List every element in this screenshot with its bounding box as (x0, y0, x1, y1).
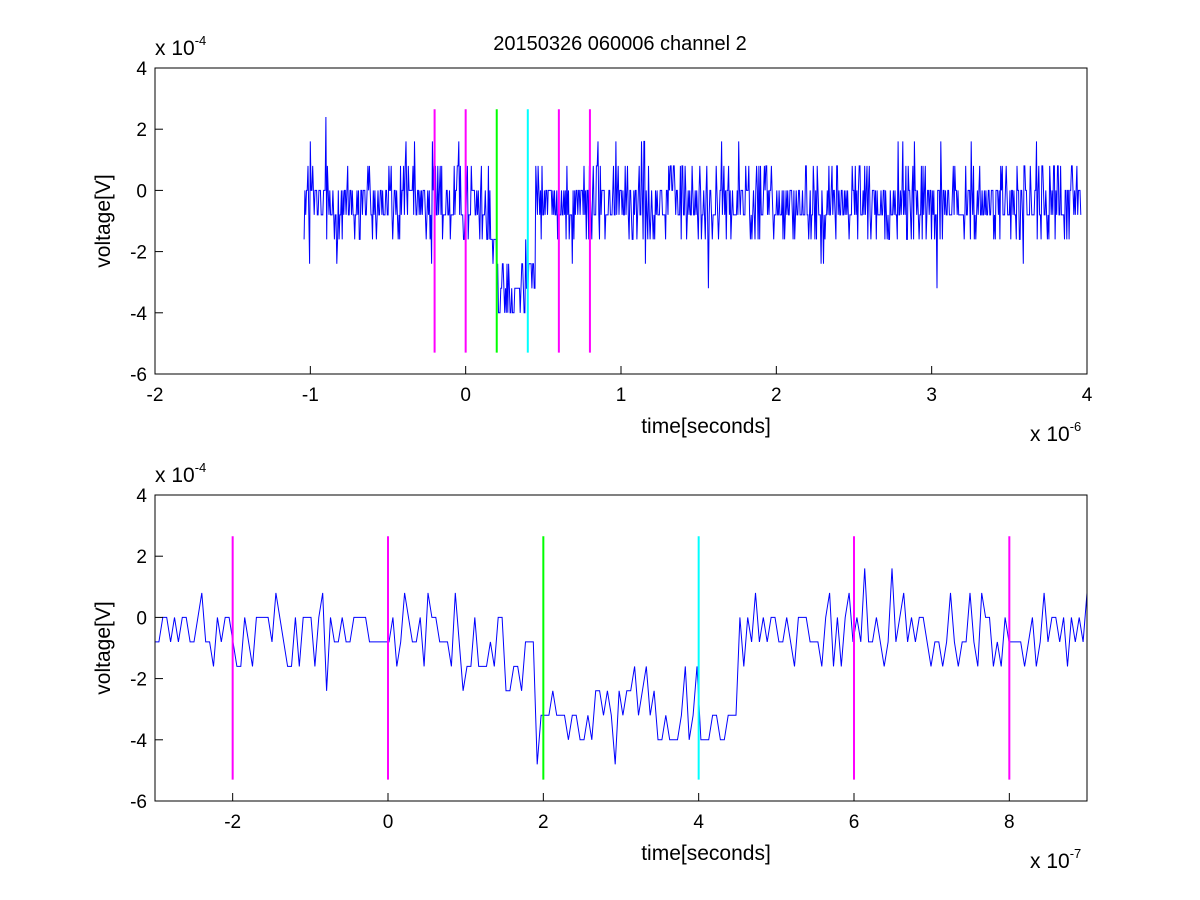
x-tick-label: -2 (224, 812, 241, 833)
y-tick-label: 4 (136, 59, 147, 80)
x-tick-label: -1 (302, 385, 319, 406)
x-multiplier-label: x 10-6 (1030, 419, 1081, 446)
x-tick-label: 2 (538, 812, 549, 833)
y-multiplier-label: x 10-4 (155, 33, 206, 60)
x-tick-label: 6 (849, 812, 860, 833)
y-tick-label: 0 (136, 181, 147, 202)
y-tick-label: -2 (130, 243, 147, 264)
y-tick-label: -6 (130, 365, 147, 386)
x-tick-label: 1 (616, 385, 627, 406)
y-tick-label: -6 (130, 792, 147, 813)
x-tick-label: 0 (383, 812, 394, 833)
y-axis-title: voltage[V] (92, 174, 115, 267)
bottom-plot: -2 0 2 4 6 8 -6 -4 -2 0 2 4 x 10-4 x 10-7 time[seconds… (92, 460, 1088, 873)
y-tick-label: -4 (130, 731, 147, 752)
x-tick-label: 4 (1082, 385, 1093, 406)
x-tick-label: 3 (926, 385, 937, 406)
top-plot: -2 -1 0 1 2 3 4 -6 -4 -2 0 2 4 x 10-4 x 10-6 time[secon… (92, 33, 1093, 446)
x-tick-label: 0 (460, 385, 471, 406)
y-tick-label: 2 (136, 120, 147, 141)
signal-series-line (155, 568, 1088, 765)
x-tick-label: 4 (693, 812, 704, 833)
y-tick-label: -4 (130, 304, 147, 325)
y-tick-label: 4 (136, 486, 147, 507)
y-multiplier-label: x 10-4 (155, 460, 206, 487)
y-tick-label: 0 (136, 608, 147, 629)
y-axis-title: voltage[V] (92, 601, 115, 694)
x-tick-label: 2 (771, 385, 782, 406)
figure-title: 20150326 060006 channel 2 (493, 33, 747, 55)
y-tick-label: -2 (130, 670, 147, 691)
x-tick-label: -2 (147, 385, 164, 406)
x-axis-title: time[seconds] (641, 415, 771, 438)
x-tick-label: 8 (1004, 812, 1015, 833)
x-axis-title: time[seconds] (641, 842, 771, 865)
y-tick-label: 2 (136, 547, 147, 568)
x-multiplier-label: x 10-7 (1030, 846, 1081, 873)
